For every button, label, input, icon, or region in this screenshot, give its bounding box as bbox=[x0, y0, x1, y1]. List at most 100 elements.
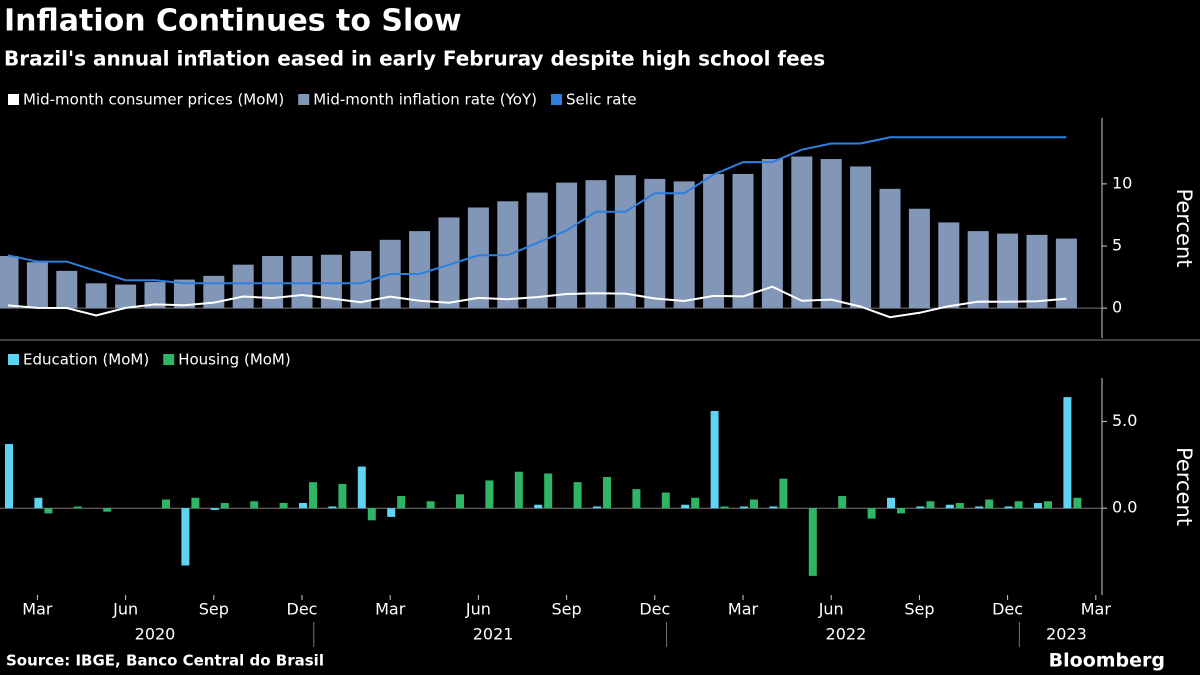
bar bbox=[673, 181, 695, 309]
x-tick-label: Mar bbox=[375, 600, 406, 619]
bar bbox=[44, 508, 53, 514]
x-tick-label: Dec bbox=[639, 600, 670, 619]
bar bbox=[769, 506, 778, 509]
x-tick-label: Dec bbox=[287, 600, 318, 619]
bar bbox=[328, 506, 337, 509]
bar bbox=[456, 494, 464, 509]
bar bbox=[262, 255, 284, 309]
legend-label: Selic rate bbox=[566, 91, 637, 109]
chart-title: Inflation Continues to Slow bbox=[4, 4, 462, 39]
y-tick-label: 5 bbox=[1112, 236, 1122, 255]
bar bbox=[916, 506, 925, 509]
bar bbox=[887, 497, 895, 509]
x-tick-label: Mar bbox=[728, 600, 759, 619]
bar bbox=[162, 499, 170, 509]
bar bbox=[173, 279, 195, 309]
bar bbox=[514, 471, 523, 509]
bar bbox=[144, 282, 166, 309]
y-axis-label: Percent bbox=[1172, 188, 1196, 267]
bar bbox=[467, 207, 489, 309]
bar bbox=[56, 270, 78, 309]
bar bbox=[1063, 397, 1072, 509]
legend-swatch bbox=[163, 354, 175, 365]
bar bbox=[879, 188, 901, 309]
bar bbox=[661, 492, 670, 509]
bar bbox=[1044, 501, 1052, 509]
bar bbox=[250, 501, 259, 509]
legend-label: Mid-month inflation rate (YoY) bbox=[313, 91, 537, 109]
bar bbox=[26, 262, 48, 309]
bar bbox=[681, 504, 690, 509]
bar bbox=[585, 180, 607, 309]
bar bbox=[997, 233, 1019, 309]
y-tick-label: 0.0 bbox=[1112, 498, 1137, 517]
bar bbox=[526, 192, 548, 309]
bar bbox=[945, 504, 954, 509]
bar bbox=[1026, 234, 1048, 309]
legend-swatch bbox=[8, 94, 19, 105]
bar bbox=[720, 506, 729, 509]
bar bbox=[703, 173, 725, 309]
bar bbox=[732, 173, 754, 309]
bar bbox=[34, 497, 43, 509]
bar bbox=[5, 443, 13, 509]
x-year-label: 2022 bbox=[826, 625, 867, 644]
bar bbox=[838, 496, 847, 509]
bar bbox=[544, 473, 553, 509]
bar bbox=[808, 508, 817, 576]
bar bbox=[320, 254, 342, 309]
y-tick-label: 5.0 bbox=[1112, 411, 1137, 430]
bar bbox=[593, 506, 601, 509]
x-tick-label: Jun bbox=[112, 600, 138, 619]
y-tick-label: 0 bbox=[1112, 298, 1122, 317]
bar bbox=[0, 255, 19, 309]
bar bbox=[73, 506, 82, 509]
x-tick-label: Mar bbox=[22, 600, 53, 619]
bar bbox=[387, 508, 396, 517]
bar bbox=[632, 489, 641, 509]
bar bbox=[867, 508, 876, 519]
bar bbox=[85, 283, 107, 309]
bar bbox=[338, 483, 347, 509]
bar bbox=[438, 217, 460, 309]
bar bbox=[967, 231, 989, 309]
bar bbox=[985, 499, 994, 509]
bar bbox=[350, 250, 372, 309]
bar bbox=[1014, 501, 1023, 509]
bar bbox=[191, 497, 200, 509]
legend-swatch bbox=[550, 94, 562, 105]
bar bbox=[573, 482, 582, 509]
x-tick-label: Mar bbox=[1081, 600, 1112, 619]
bar bbox=[791, 156, 813, 309]
legend-label: Education (MoM) bbox=[23, 351, 149, 369]
bar bbox=[955, 502, 964, 509]
legend-swatch bbox=[8, 354, 19, 365]
legend-label: Housing (MoM) bbox=[178, 351, 291, 369]
bar bbox=[779, 478, 788, 509]
bar bbox=[740, 506, 748, 509]
source: Source: IBGE, Banco Central do Brasil bbox=[6, 652, 324, 670]
bar bbox=[181, 508, 190, 566]
bar bbox=[897, 508, 905, 514]
x-tick-label: Jun bbox=[818, 600, 844, 619]
bar bbox=[534, 504, 543, 509]
bar bbox=[115, 284, 137, 309]
x-year-label: 2021 bbox=[473, 625, 514, 644]
bar bbox=[426, 501, 435, 509]
bar bbox=[750, 499, 758, 509]
bar bbox=[603, 476, 611, 509]
bar bbox=[820, 159, 842, 309]
bar bbox=[556, 182, 578, 309]
bar bbox=[850, 166, 872, 309]
y-axis-label: Percent bbox=[1172, 447, 1196, 526]
bar bbox=[220, 502, 229, 509]
bar bbox=[397, 496, 406, 509]
bar bbox=[938, 222, 960, 309]
x-year-label: 2020 bbox=[135, 625, 176, 644]
bar bbox=[103, 508, 112, 512]
bar bbox=[232, 264, 254, 309]
bar bbox=[1004, 506, 1013, 509]
bar bbox=[1055, 238, 1077, 309]
bar bbox=[908, 208, 930, 309]
